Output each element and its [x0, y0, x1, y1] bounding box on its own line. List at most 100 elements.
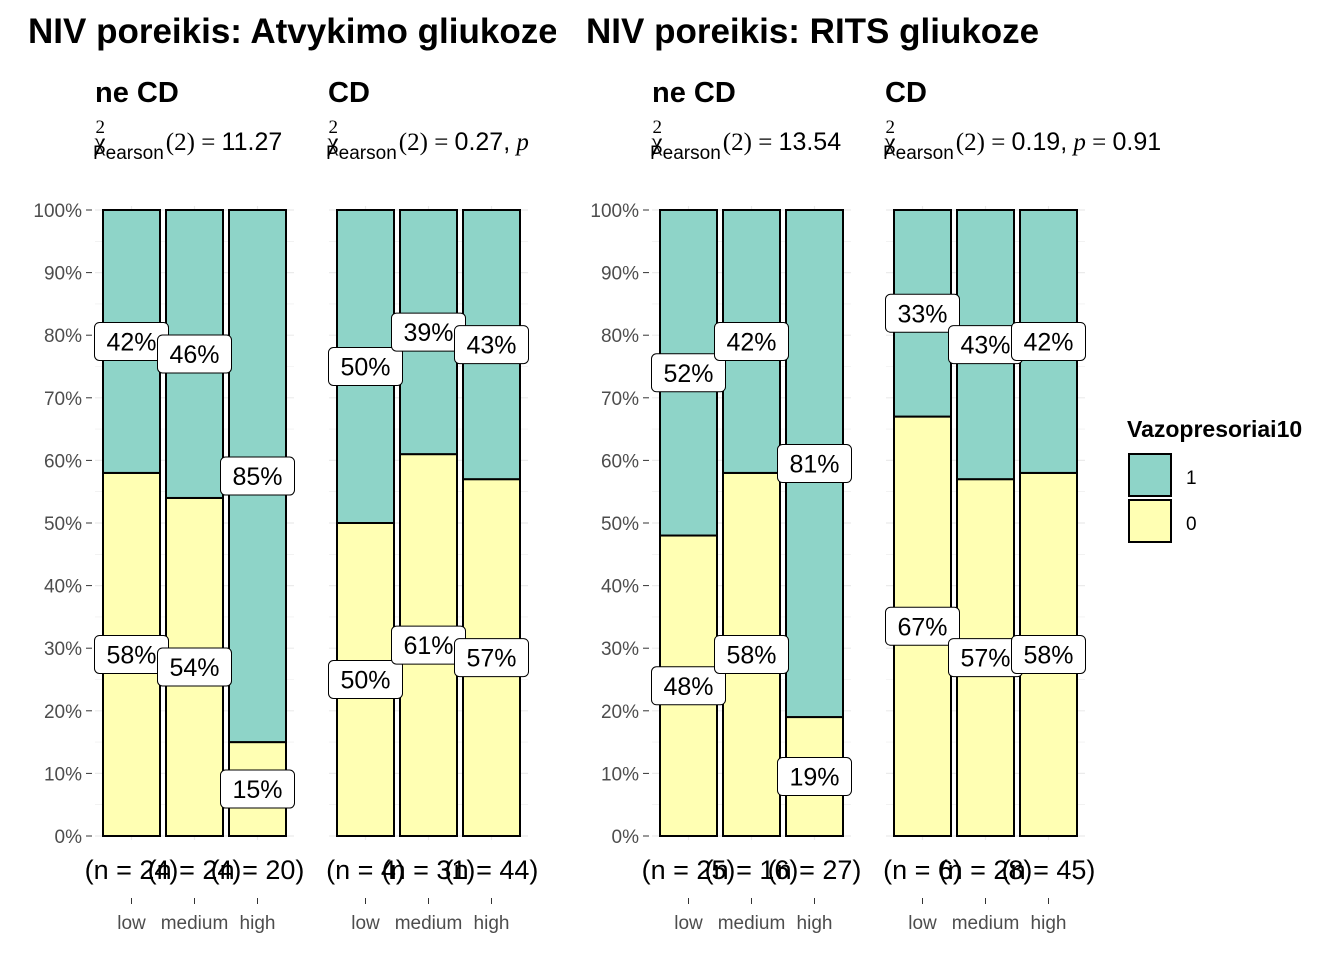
y-tick-label: 20% — [44, 702, 82, 723]
data-label-0: 67% — [897, 613, 947, 641]
data-label-0: 48% — [663, 673, 713, 701]
panel-1-1: ne CD χ2 Pearson(2) = 11.27 0% 10% 20% 30% 40% 5… — [33, 77, 304, 934]
legend: Vazopresoriai10 1 0 — [1127, 416, 1302, 543]
sample-count: (n = 45) — [1002, 855, 1096, 885]
data-label-1: 46% — [169, 341, 219, 369]
data-label-box — [328, 660, 403, 699]
sample-count: (n = 28) — [939, 855, 1033, 885]
sample-count: (n = 16) — [705, 855, 799, 885]
data-label-box — [220, 769, 295, 809]
data-label-0: 57% — [960, 645, 1010, 673]
x-tick-label: high — [797, 913, 833, 934]
data-label-0: 54% — [169, 654, 219, 682]
data-label-box — [714, 321, 789, 361]
data-label-box — [454, 325, 529, 365]
data-label-box — [1011, 321, 1086, 361]
data-label-box — [777, 444, 852, 484]
y-tick-label: 10% — [601, 764, 639, 785]
data-label-1: 43% — [960, 332, 1010, 360]
panel-1-2: CD χ2 Pearson(2) = 0.27, p low medium high 50%… — [326, 77, 538, 934]
figure-1: NIV poreikis: Atvykimo gliukoze ne CD χ2 Pe… — [28, 12, 558, 934]
data-label-0: 15% — [232, 776, 282, 804]
data-label-box — [885, 293, 960, 333]
y-tick-label: 20% — [601, 702, 639, 723]
data-label-0: 50% — [340, 667, 390, 695]
legend-label-0: 0 — [1186, 514, 1197, 535]
panel-title: ne CD — [95, 77, 179, 109]
legend-label-1: 1 — [1186, 468, 1197, 489]
y-tick-label: 70% — [601, 389, 639, 410]
data-label-box — [1011, 634, 1086, 674]
sample-count: (n = 20) — [211, 855, 305, 885]
data-label-box — [157, 334, 232, 374]
figure-title: NIV poreikis: Atvykimo gliukoze — [28, 12, 558, 51]
figure-title: NIV poreikis: RITS gliukoze — [586, 12, 1039, 51]
data-label-1: 42% — [106, 328, 156, 356]
legend-swatch-0 — [1128, 499, 1172, 543]
y-tick-label: 100% — [590, 201, 639, 222]
x-tick-label: low — [908, 913, 937, 934]
data-label-box — [220, 456, 295, 496]
y-tick-label: 50% — [44, 514, 82, 535]
y-tick-label: 40% — [44, 577, 82, 598]
x-tick-label: high — [1031, 913, 1067, 934]
y-tick-label: 30% — [44, 639, 82, 660]
data-label-1: 39% — [403, 319, 453, 347]
data-label-1: 43% — [466, 332, 516, 360]
x-tick-label: medium — [395, 913, 463, 934]
y-tick-label: 60% — [601, 451, 639, 472]
x-tick-label: low — [351, 913, 380, 934]
data-label-0: 58% — [1023, 641, 1073, 669]
data-label-0: 58% — [726, 641, 776, 669]
sample-count: (n = 24) — [85, 855, 179, 885]
data-label-box — [157, 647, 232, 687]
x-tick-label: high — [474, 913, 510, 934]
data-label-box — [885, 606, 960, 646]
data-label-box — [651, 353, 726, 393]
figure-2: NIV poreikis: RITS gliukoze ne CD χ2 Pearso… — [586, 12, 1161, 934]
y-tick-label: 30% — [601, 639, 639, 660]
data-label-1: 52% — [663, 360, 713, 388]
stat-subtitle: χ2 Pearson(2) = 0.19, p = 0.91 — [883, 117, 1161, 164]
data-label-box — [328, 347, 403, 386]
data-label-1: 50% — [340, 354, 390, 382]
sample-count: (n = 25) — [642, 855, 736, 885]
stat-subtitle: χ2 Pearson(2) = 0.27, p — [326, 117, 529, 164]
sample-count: (n = 44) — [445, 855, 539, 885]
x-tick-label: medium — [161, 913, 229, 934]
y-tick-label: 10% — [44, 764, 82, 785]
y-tick-label: 0% — [55, 827, 83, 848]
y-tick-label: 40% — [601, 577, 639, 598]
x-tick-label: low — [674, 913, 703, 934]
stat-subtitle: χ2 Pearson(2) = 13.54 — [650, 117, 841, 164]
x-tick-label: medium — [718, 913, 786, 934]
y-tick-label: 80% — [601, 326, 639, 347]
data-label-0: 19% — [789, 764, 839, 792]
panel-2-2: CD χ2 Pearson(2) = 0.19, p = 0.91 low medium… — [883, 77, 1161, 934]
data-label-1: 33% — [897, 300, 947, 328]
y-tick-label: 0% — [612, 827, 640, 848]
y-tick-label: 80% — [44, 326, 82, 347]
sample-count: (n = 31) — [382, 855, 476, 885]
y-tick-label: 90% — [44, 264, 82, 285]
data-label-0: 58% — [106, 641, 156, 669]
data-label-0: 57% — [466, 645, 516, 673]
data-label-1: 42% — [1023, 328, 1073, 356]
y-tick-label: 90% — [601, 264, 639, 285]
data-label-0: 61% — [403, 632, 453, 660]
x-tick-label: medium — [952, 913, 1020, 934]
data-label-box — [454, 638, 529, 678]
panel-title: ne CD — [652, 77, 736, 109]
legend-title: Vazopresoriai10 — [1127, 416, 1302, 442]
data-label-box — [714, 634, 789, 674]
legend-swatch-1 — [1128, 453, 1172, 497]
sample-count: (n = 6) — [883, 855, 962, 885]
panel-title: CD — [328, 77, 370, 109]
panel-2-1: ne CD χ2 Pearson(2) = 13.54 0% 10% 20% 30% 40% 5… — [590, 77, 861, 934]
sample-count: (n = 27) — [768, 855, 862, 885]
stat-subtitle: χ2 Pearson(2) = 11.27 — [93, 117, 282, 164]
y-tick-label: 60% — [44, 451, 82, 472]
sample-count: (n = 4) — [326, 855, 405, 885]
data-label-1: 85% — [232, 463, 282, 491]
data-label-box — [651, 666, 726, 706]
